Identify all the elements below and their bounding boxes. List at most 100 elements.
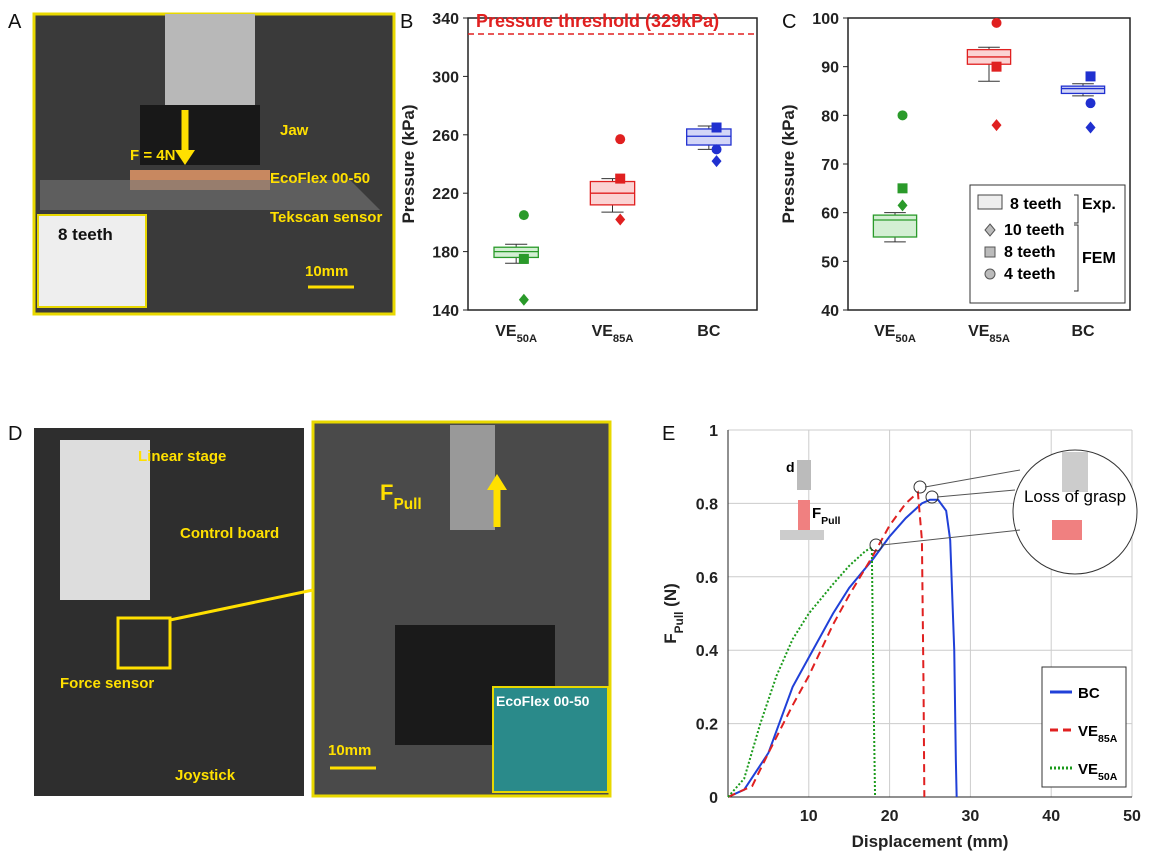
x-tick-label: 20 xyxy=(881,808,899,825)
x-tick-label-main: VE xyxy=(874,323,896,340)
connector xyxy=(925,470,1020,487)
legend-sub: 50A xyxy=(1098,771,1118,783)
y-tick-label: 300 xyxy=(432,69,459,86)
annotation: Loss of grasp xyxy=(1024,487,1126,506)
threshold-label: Pressure threshold (329kPa) xyxy=(476,11,719,31)
point-marker xyxy=(914,481,926,493)
fem-circle xyxy=(898,110,908,120)
y-tick-label: 0.4 xyxy=(696,643,718,660)
jaw-rod xyxy=(165,14,255,109)
fem-square xyxy=(1086,71,1096,81)
box xyxy=(494,247,538,257)
x-tick-label: VE85A xyxy=(968,323,1010,345)
rod xyxy=(450,425,495,530)
x-tick-label-main: BC xyxy=(1071,323,1095,340)
legend-name: BC xyxy=(1078,685,1100,702)
label: Jaw xyxy=(280,122,309,139)
y-tick-label: 180 xyxy=(432,245,459,262)
panel-letter: D xyxy=(8,423,22,445)
fem-circle xyxy=(519,210,529,220)
x-tick-label: VE50A xyxy=(495,323,537,345)
device xyxy=(60,440,150,600)
x-tick-label-main: VE xyxy=(495,323,517,340)
fem-square xyxy=(615,174,625,184)
label: Linear stage xyxy=(138,448,226,465)
x-tick-label-main: VE xyxy=(968,323,990,340)
inset-base xyxy=(780,530,824,540)
x-tick-label: VE50A xyxy=(874,323,916,345)
label: Force sensor xyxy=(60,675,154,692)
y-tick-label: 40 xyxy=(821,303,839,320)
fem-circle xyxy=(1086,98,1096,108)
legend-label: 8 teeth xyxy=(1010,196,1062,213)
label: EcoFlex 00-50 xyxy=(496,693,590,709)
x-axis-label: Displacement (mm) xyxy=(852,832,1009,851)
y-tick-label: 0 xyxy=(709,790,718,807)
x-tick-label-sub: 85A xyxy=(989,333,1010,345)
inset-d: d xyxy=(786,459,795,475)
y-tick-label: 340 xyxy=(432,11,459,28)
y-tick-label: 140 xyxy=(432,303,459,320)
y-axis-label-main: F xyxy=(661,633,680,643)
legend-label: Exp. xyxy=(1082,196,1116,213)
label: 8 teeth xyxy=(58,225,113,244)
legend-name: VE xyxy=(1078,723,1098,740)
panel-letter: C xyxy=(782,11,796,33)
legend-icon xyxy=(985,269,995,279)
y-tick-label: 0.8 xyxy=(696,496,718,513)
legend-name: VE xyxy=(1078,761,1098,778)
force-label-main: F xyxy=(380,480,393,505)
fem-square xyxy=(992,62,1002,72)
x-tick-label-sub: 50A xyxy=(895,333,916,345)
y-tick-label: 70 xyxy=(821,157,839,174)
y-tick-label: 0.2 xyxy=(696,717,718,734)
inset-force-main: F xyxy=(812,505,821,522)
fem-square xyxy=(898,183,908,193)
y-tick-label: 220 xyxy=(432,186,459,203)
y-tick-label: 80 xyxy=(821,108,839,125)
fem-circle xyxy=(992,18,1002,28)
x-tick-label: BC xyxy=(1071,323,1095,340)
x-tick-label: BC xyxy=(697,323,721,340)
y-tick-label: 60 xyxy=(821,206,839,223)
y-tick-label: 50 xyxy=(821,254,839,271)
fem-diamond xyxy=(898,199,908,211)
fem-square xyxy=(712,123,722,133)
fem-circle xyxy=(712,144,722,154)
fem-diamond xyxy=(712,155,722,167)
fem-diamond xyxy=(519,294,529,306)
label: Joystick xyxy=(175,767,236,784)
x-tick-label: 40 xyxy=(1042,808,1060,825)
legend-box-icon xyxy=(978,195,1002,209)
y-tick-label: 0.6 xyxy=(696,570,718,587)
y-axis-label-tail: (N) xyxy=(661,583,680,611)
x-tick-label: 50 xyxy=(1123,808,1141,825)
x-tick-label-sub: 50A xyxy=(517,333,538,345)
panel-letter: A xyxy=(8,11,22,33)
inset-rod xyxy=(797,460,811,490)
legend-label: FEM xyxy=(1082,250,1116,267)
connector xyxy=(937,490,1015,497)
point-marker xyxy=(926,491,938,503)
plot-frame xyxy=(468,18,757,310)
label: Control board xyxy=(180,525,279,542)
panel-letter: E xyxy=(662,423,675,445)
fem-diamond xyxy=(1086,122,1096,134)
x-tick-label: VE85A xyxy=(592,323,634,345)
y-tick-label: 90 xyxy=(821,60,839,77)
legend-label: 4 teeth xyxy=(1004,266,1056,283)
label: Tekscan sensor xyxy=(270,209,382,226)
fem-diamond xyxy=(615,213,625,225)
x-tick-label: 10 xyxy=(800,808,818,825)
y-tick-label: 1 xyxy=(709,423,718,440)
label: 10mm xyxy=(305,263,348,280)
inset-sample xyxy=(798,500,810,530)
box xyxy=(1061,86,1104,93)
fem-square xyxy=(519,254,529,264)
x-tick-label: 30 xyxy=(962,808,980,825)
panel-letter: B xyxy=(400,11,413,33)
y-axis-label: Pressure (kPa) xyxy=(779,104,798,223)
inset-block xyxy=(1052,520,1082,540)
legend-sub: 85A xyxy=(1098,733,1118,745)
fem-circle xyxy=(615,134,625,144)
